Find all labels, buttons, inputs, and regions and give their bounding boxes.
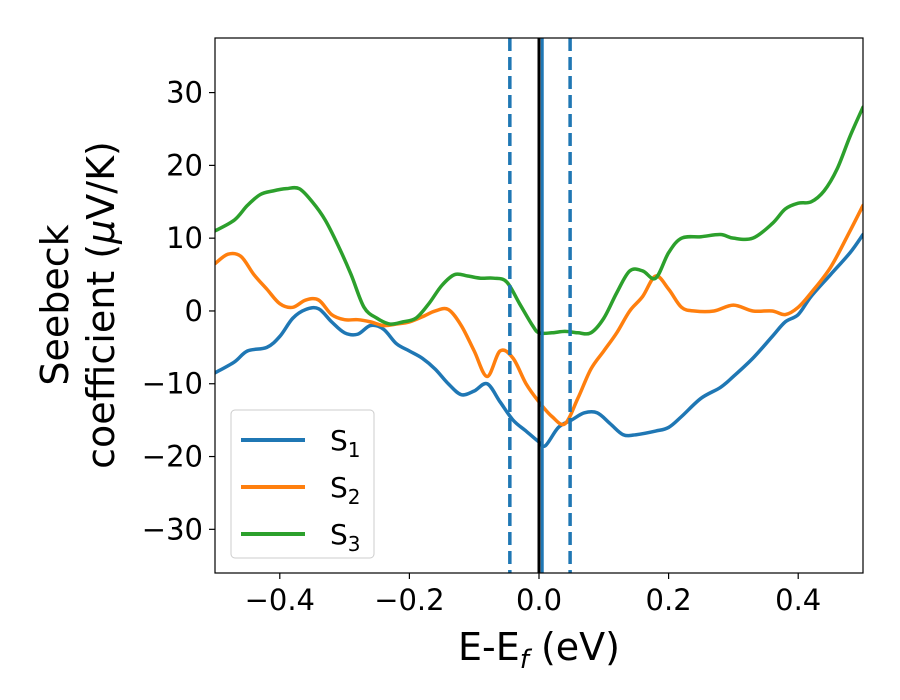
x-tick-label: −0.4 [245, 583, 315, 617]
y-tick-label: 10 [166, 221, 203, 255]
legend: S1 S2 S3 [230, 409, 375, 559]
y-tick-label: 20 [166, 148, 203, 182]
legend-box [230, 409, 375, 559]
series-line-s3 [215, 105, 863, 336]
series-line-s1 [215, 232, 863, 449]
y-axis-label: Seebeck [33, 224, 77, 385]
series-line-s2 [215, 203, 863, 427]
y-tick-label: 0 [185, 294, 203, 328]
y-axis-label-line1: Seebeck [33, 224, 77, 385]
x-tick-label: 0.4 [775, 583, 821, 617]
x-tick-label: 0.0 [516, 583, 562, 617]
y-axis-label-second: coefficient (μV/K) [79, 141, 123, 469]
y-tick-label: −10 [142, 367, 203, 401]
x-axis-label: E-Ef (eV) [458, 625, 620, 675]
ticks: −0.4 −0.2 0.0 0.2 0.4 −30 −20 −10 0 10 20 30 [142, 76, 821, 617]
legend-label-s2: S2 [330, 471, 361, 509]
y-tick-label: −20 [142, 440, 203, 474]
legend-label-s3: S3 [330, 518, 361, 556]
x-tick-label: −0.2 [374, 583, 444, 617]
y-tick-label: 30 [166, 76, 203, 110]
y-tick-label: −30 [142, 512, 203, 546]
legend-label-s1: S1 [330, 424, 361, 462]
plot-area [215, 38, 863, 573]
x-tick-label: 0.2 [646, 583, 692, 617]
